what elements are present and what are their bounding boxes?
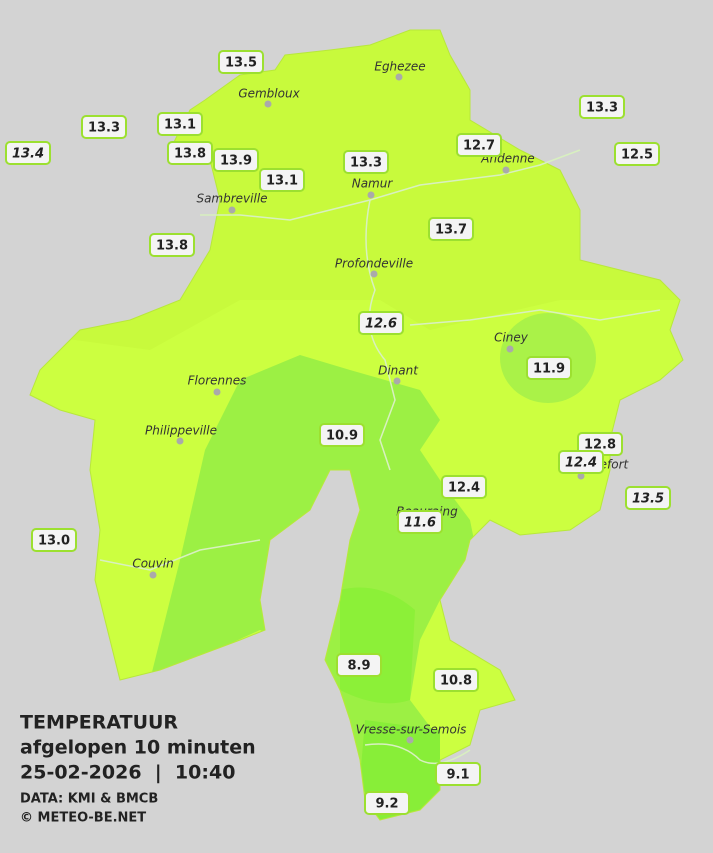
town-label: Ciney — [494, 331, 529, 345]
legend-title: TEMPERATUUR — [20, 712, 178, 734]
reading-value: 9.2 — [375, 797, 398, 812]
reading-box — [579, 95, 625, 119]
legend-credit: © METEO-BE.NET — [20, 811, 146, 826]
reading-value: 13.1 — [266, 174, 298, 189]
reading-box — [526, 356, 572, 380]
reading-box — [167, 141, 213, 165]
reading-box — [149, 233, 195, 257]
reading-value: 13.3 — [586, 101, 618, 116]
town-label: Philippeville — [145, 424, 217, 438]
reading-value: 8.9 — [347, 659, 370, 674]
reading-box — [259, 168, 305, 192]
reading-box — [336, 653, 382, 677]
town-dot — [393, 377, 401, 385]
reading-value: 13.8 — [156, 239, 188, 254]
reading-box — [435, 762, 481, 786]
reading-box — [428, 217, 474, 241]
reading-value: 13.5 — [632, 492, 664, 507]
reading-value: 12.5 — [621, 148, 653, 163]
reading-value: 13.7 — [435, 223, 467, 238]
reading-value: 10.9 — [326, 429, 358, 444]
town-dot — [370, 270, 378, 278]
reading-box — [213, 148, 259, 172]
reading-value: 11.9 — [533, 362, 565, 377]
town-dot — [367, 191, 375, 199]
town-dot — [406, 736, 414, 744]
legend-subtitle: afgelopen 10 minuten — [20, 737, 256, 759]
town-label: Eghezee — [374, 60, 425, 74]
town-dot — [213, 388, 221, 396]
reading-value: 13.1 — [164, 118, 196, 133]
legend-timestamp: 25-02-2026 | 10:40 — [20, 762, 235, 784]
town-dot — [228, 206, 236, 214]
town-label: Couvin — [132, 557, 173, 571]
reading-value: 13.5 — [225, 56, 257, 71]
reading-box — [31, 528, 77, 552]
reading-value: 12.8 — [584, 438, 616, 453]
reading-box — [157, 112, 203, 136]
reading-value: 13.3 — [88, 121, 120, 136]
legend-source: DATA: KMI & BMCB — [20, 792, 158, 807]
town-label: Namur — [352, 177, 394, 191]
town-dot — [264, 100, 272, 108]
town-label: Profondeville — [335, 257, 413, 271]
reading-value: 11.6 — [404, 516, 436, 531]
reading-value: 13.4 — [12, 147, 44, 162]
reading-box — [433, 668, 479, 692]
reading-box — [364, 791, 410, 815]
reading-value: 12.6 — [365, 317, 397, 332]
reading-box — [558, 450, 604, 474]
town-dot — [395, 73, 403, 81]
town-label: Gembloux — [238, 87, 300, 101]
reading-box — [456, 133, 502, 157]
reading-box — [319, 423, 365, 447]
town-dot — [506, 345, 514, 353]
town-label: Florennes — [188, 374, 247, 388]
reading-box — [625, 486, 671, 510]
reading-value: 9.1 — [446, 768, 469, 783]
reading-value: 10.8 — [440, 674, 472, 689]
reading-box — [81, 115, 127, 139]
town-dot — [502, 166, 510, 174]
reading-box — [358, 311, 404, 335]
reading-box — [343, 150, 389, 174]
rivers — [99, 149, 661, 765]
town-dot — [176, 437, 184, 445]
reading-box — [441, 475, 487, 499]
reading-value: 12.7 — [463, 139, 495, 154]
reading-box — [5, 141, 51, 165]
town-label: Sambreville — [196, 192, 267, 206]
reading-value: 13.0 — [38, 534, 70, 549]
town-label: Dinant — [378, 364, 419, 378]
reading-value: 13.8 — [174, 147, 206, 162]
reading-value: 12.4 — [565, 456, 597, 471]
reading-box — [397, 510, 443, 534]
reading-value: 13.3 — [350, 156, 382, 171]
reading-value: 13.9 — [220, 154, 252, 169]
town-label: Vresse-sur-Semois — [356, 723, 467, 737]
town-dot — [149, 571, 157, 579]
reading-value: 12.4 — [448, 481, 480, 496]
legend: TEMPERATUUR afgelopen 10 minuten 25-02-2… — [20, 712, 256, 826]
town-dot — [577, 472, 585, 480]
reading-box — [614, 142, 660, 166]
reading-box — [218, 50, 264, 74]
